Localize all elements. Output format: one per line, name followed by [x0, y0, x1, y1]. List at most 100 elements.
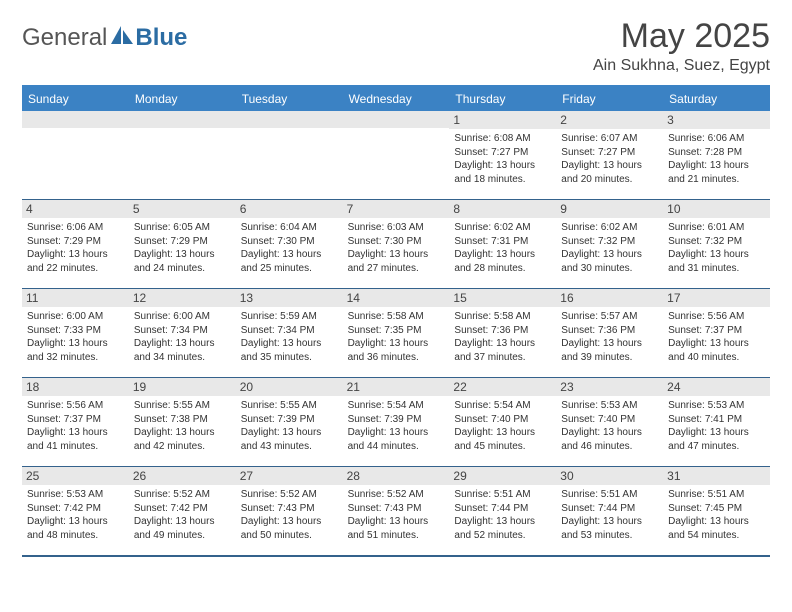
day-info: Sunrise: 5:52 AMSunset: 7:43 PMDaylight:…: [348, 488, 445, 542]
day-number: 2: [556, 111, 663, 129]
sunrise-text: Sunrise: 5:52 AM: [241, 488, 338, 502]
daylight-text: Daylight: 13 hours and 27 minutes.: [348, 248, 445, 275]
month-title: May 2025: [593, 18, 770, 55]
day-info: Sunrise: 5:52 AMSunset: 7:43 PMDaylight:…: [241, 488, 338, 542]
location: Ain Sukhna, Suez, Egypt: [593, 57, 770, 75]
daylight-text: Daylight: 13 hours and 36 minutes.: [348, 337, 445, 364]
day-number: 13: [236, 289, 343, 307]
daylight-text: Daylight: 13 hours and 47 minutes.: [668, 426, 765, 453]
day-cell: 17Sunrise: 5:56 AMSunset: 7:37 PMDayligh…: [663, 289, 770, 377]
sunrise-text: Sunrise: 6:00 AM: [134, 310, 231, 324]
day-info: Sunrise: 6:02 AMSunset: 7:31 PMDaylight:…: [454, 221, 551, 275]
daylight-text: Daylight: 13 hours and 51 minutes.: [348, 515, 445, 542]
daylight-text: Daylight: 13 hours and 21 minutes.: [668, 159, 765, 186]
daylight-text: Daylight: 13 hours and 31 minutes.: [668, 248, 765, 275]
sunrise-text: Sunrise: 6:05 AM: [134, 221, 231, 235]
day-number: [129, 111, 236, 128]
day-cell: 24Sunrise: 5:53 AMSunset: 7:41 PMDayligh…: [663, 378, 770, 466]
day-cell: 19Sunrise: 5:55 AMSunset: 7:38 PMDayligh…: [129, 378, 236, 466]
day-number: 17: [663, 289, 770, 307]
daylight-text: Daylight: 13 hours and 35 minutes.: [241, 337, 338, 364]
day-number: [236, 111, 343, 128]
sunset-text: Sunset: 7:39 PM: [241, 413, 338, 427]
day-number: 30: [556, 467, 663, 485]
day-cell: 10Sunrise: 6:01 AMSunset: 7:32 PMDayligh…: [663, 200, 770, 288]
day-info: Sunrise: 5:52 AMSunset: 7:42 PMDaylight:…: [134, 488, 231, 542]
day-cell: 26Sunrise: 5:52 AMSunset: 7:42 PMDayligh…: [129, 467, 236, 555]
day-number: 21: [343, 378, 450, 396]
day-info: Sunrise: 5:56 AMSunset: 7:37 PMDaylight:…: [27, 399, 124, 453]
daylight-text: Daylight: 13 hours and 45 minutes.: [454, 426, 551, 453]
title-block: May 2025 Ain Sukhna, Suez, Egypt: [593, 18, 770, 75]
day-info: Sunrise: 5:55 AMSunset: 7:39 PMDaylight:…: [241, 399, 338, 453]
sunset-text: Sunset: 7:43 PM: [348, 502, 445, 516]
daylight-text: Daylight: 13 hours and 48 minutes.: [27, 515, 124, 542]
day-info: Sunrise: 6:02 AMSunset: 7:32 PMDaylight:…: [561, 221, 658, 275]
daylight-text: Daylight: 13 hours and 22 minutes.: [27, 248, 124, 275]
daylight-text: Daylight: 13 hours and 37 minutes.: [454, 337, 551, 364]
daylight-text: Daylight: 13 hours and 49 minutes.: [134, 515, 231, 542]
weekday-row: Sunday Monday Tuesday Wednesday Thursday…: [22, 87, 770, 111]
sunrise-text: Sunrise: 5:53 AM: [668, 399, 765, 413]
day-cell: 31Sunrise: 5:51 AMSunset: 7:45 PMDayligh…: [663, 467, 770, 555]
day-number: 7: [343, 200, 450, 218]
day-cell: [22, 111, 129, 199]
sunrise-text: Sunrise: 6:03 AM: [348, 221, 445, 235]
day-info: Sunrise: 5:51 AMSunset: 7:45 PMDaylight:…: [668, 488, 765, 542]
weeks-container: 1Sunrise: 6:08 AMSunset: 7:27 PMDaylight…: [22, 111, 770, 557]
daylight-text: Daylight: 13 hours and 20 minutes.: [561, 159, 658, 186]
day-info: Sunrise: 6:03 AMSunset: 7:30 PMDaylight:…: [348, 221, 445, 275]
day-number: 6: [236, 200, 343, 218]
sunset-text: Sunset: 7:30 PM: [241, 235, 338, 249]
day-cell: 15Sunrise: 5:58 AMSunset: 7:36 PMDayligh…: [449, 289, 556, 377]
header: General Blue May 2025 Ain Sukhna, Suez, …: [22, 18, 770, 75]
day-cell: 6 Sunrise: 6:04 AMSunset: 7:30 PMDaylight…: [236, 200, 343, 288]
day-info: Sunrise: 5:51 AMSunset: 7:44 PMDaylight:…: [454, 488, 551, 542]
day-number: 15: [449, 289, 556, 307]
sunrise-text: Sunrise: 6:04 AM: [241, 221, 338, 235]
day-info: Sunrise: 5:53 AMSunset: 7:40 PMDaylight:…: [561, 399, 658, 453]
day-cell: 2Sunrise: 6:07 AMSunset: 7:27 PMDaylight…: [556, 111, 663, 199]
daylight-text: Daylight: 13 hours and 39 minutes.: [561, 337, 658, 364]
day-number: 3: [663, 111, 770, 129]
sunset-text: Sunset: 7:27 PM: [561, 146, 658, 160]
sunset-text: Sunset: 7:36 PM: [454, 324, 551, 338]
day-info: Sunrise: 5:54 AMSunset: 7:39 PMDaylight:…: [348, 399, 445, 453]
sunrise-text: Sunrise: 5:51 AM: [668, 488, 765, 502]
sunrise-text: Sunrise: 6:00 AM: [27, 310, 124, 324]
sunset-text: Sunset: 7:42 PM: [27, 502, 124, 516]
sunset-text: Sunset: 7:32 PM: [561, 235, 658, 249]
daylight-text: Daylight: 13 hours and 54 minutes.: [668, 515, 765, 542]
day-cell: 14Sunrise: 5:58 AMSunset: 7:35 PMDayligh…: [343, 289, 450, 377]
day-number: 11: [22, 289, 129, 307]
day-info: Sunrise: 5:57 AMSunset: 7:36 PMDaylight:…: [561, 310, 658, 364]
daylight-text: Daylight: 13 hours and 44 minutes.: [348, 426, 445, 453]
day-number: 19: [129, 378, 236, 396]
sunset-text: Sunset: 7:30 PM: [348, 235, 445, 249]
day-number: 5: [129, 200, 236, 218]
day-cell: 5Sunrise: 6:05 AMSunset: 7:29 PMDaylight…: [129, 200, 236, 288]
day-cell: 25Sunrise: 5:53 AMSunset: 7:42 PMDayligh…: [22, 467, 129, 555]
day-number: 14: [343, 289, 450, 307]
day-info: Sunrise: 6:00 AMSunset: 7:34 PMDaylight:…: [134, 310, 231, 364]
sunset-text: Sunset: 7:39 PM: [348, 413, 445, 427]
day-info: Sunrise: 6:08 AMSunset: 7:27 PMDaylight:…: [454, 132, 551, 186]
sunset-text: Sunset: 7:42 PM: [134, 502, 231, 516]
sunrise-text: Sunrise: 5:54 AM: [454, 399, 551, 413]
sunset-text: Sunset: 7:36 PM: [561, 324, 658, 338]
logo-text-general: General: [22, 24, 107, 52]
day-number: 12: [129, 289, 236, 307]
sunset-text: Sunset: 7:44 PM: [454, 502, 551, 516]
day-number: 23: [556, 378, 663, 396]
sunset-text: Sunset: 7:40 PM: [454, 413, 551, 427]
day-cell: 8Sunrise: 6:02 AMSunset: 7:31 PMDaylight…: [449, 200, 556, 288]
week-row: 18Sunrise: 5:56 AMSunset: 7:37 PMDayligh…: [22, 378, 770, 467]
week-row: 11Sunrise: 6:00 AMSunset: 7:33 PMDayligh…: [22, 289, 770, 378]
daylight-text: Daylight: 13 hours and 43 minutes.: [241, 426, 338, 453]
daylight-text: Daylight: 13 hours and 25 minutes.: [241, 248, 338, 275]
day-info: Sunrise: 6:01 AMSunset: 7:32 PMDaylight:…: [668, 221, 765, 275]
sunset-text: Sunset: 7:33 PM: [27, 324, 124, 338]
sunrise-text: Sunrise: 5:57 AM: [561, 310, 658, 324]
week-row: 1Sunrise: 6:08 AMSunset: 7:27 PMDaylight…: [22, 111, 770, 200]
day-number: [343, 111, 450, 128]
